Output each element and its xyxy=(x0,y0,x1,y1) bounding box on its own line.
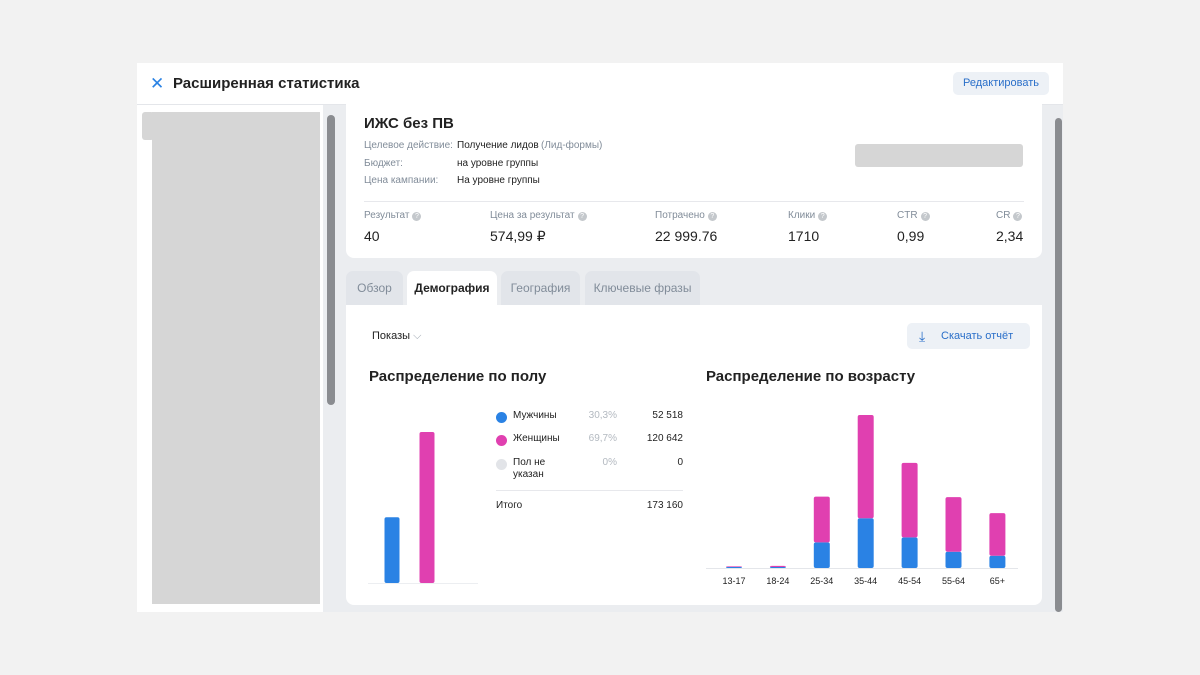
bar-segment xyxy=(726,566,742,568)
header: ✕ Расширенная статистика Редактировать xyxy=(137,63,1063,105)
legend-dot xyxy=(496,459,507,470)
metric-label: CR? xyxy=(996,210,1023,221)
stats-window: ✕ Расширенная статистика Редактировать И… xyxy=(137,63,1063,612)
bar xyxy=(384,517,400,583)
metric-value: 0,99 xyxy=(897,228,925,244)
metric-label: Клики? xyxy=(788,210,828,221)
detail-value: Получение лидов xyxy=(457,140,539,151)
x-tick-label: 18-24 xyxy=(766,576,789,586)
window-title: Расширенная статистика xyxy=(173,75,360,92)
help-icon[interactable]: ? xyxy=(818,212,828,221)
tab[interactable]: География xyxy=(501,271,580,305)
metric-value: 2,34 xyxy=(996,228,1024,244)
chart-title: Распределение по возрасту xyxy=(706,368,916,385)
metric-label: Потрачено? xyxy=(655,210,717,221)
x-tick-label: 13-17 xyxy=(722,576,745,586)
help-icon[interactable]: ? xyxy=(577,212,587,221)
detail-value: На уровне группы xyxy=(457,175,540,186)
detail-value: на уровне группы xyxy=(457,157,539,169)
metric-value: 1710 xyxy=(788,228,820,244)
bar-segment xyxy=(945,497,962,552)
bar xyxy=(419,432,435,583)
metric-label: Результат? xyxy=(364,210,422,221)
metric-value: 574,99 ₽ xyxy=(490,228,546,244)
placeholder xyxy=(855,144,1023,167)
detail-note: (Лид-формы) xyxy=(541,140,603,151)
bar-segment xyxy=(901,462,918,538)
help-icon[interactable]: ? xyxy=(1013,212,1023,221)
legend-label: Женщины xyxy=(513,433,560,444)
legend-dot xyxy=(496,412,507,423)
metric-label: CTR? xyxy=(897,210,930,221)
divider xyxy=(364,201,1024,202)
bar-segment xyxy=(989,513,1006,556)
legend-dot xyxy=(496,435,507,446)
bar-segment xyxy=(769,565,786,567)
divider xyxy=(496,490,683,491)
metric-select[interactable]: Показы ⌵ xyxy=(372,330,422,342)
download-label: Скачать отчёт xyxy=(941,330,1014,342)
help-icon[interactable]: ? xyxy=(707,212,717,221)
bar-segment xyxy=(989,555,1006,568)
value-label: 0 xyxy=(677,457,683,468)
bar-segment xyxy=(945,551,962,568)
download-button[interactable]: ⤓ Скачать отчёт xyxy=(907,323,1030,349)
bar-segment xyxy=(769,566,786,568)
x-tick-label: 55-64 xyxy=(942,576,965,586)
bar-segment xyxy=(813,496,830,543)
x-tick-label: 25-34 xyxy=(810,576,833,586)
total-value: 173 160 xyxy=(646,500,683,511)
bar-segment xyxy=(726,566,742,567)
edit-button[interactable]: Редактировать xyxy=(953,72,1049,95)
detail-label: Цена кампании: xyxy=(364,175,439,186)
campaign-name: ИЖС без ПВ xyxy=(364,115,454,132)
metric-select-label: Показы xyxy=(372,330,411,342)
close-icon[interactable]: ✕ xyxy=(150,74,165,93)
share-label: 30,3% xyxy=(588,410,617,421)
campaign-card: ИЖС без ПВ Целевое действие: Получение ли… xyxy=(346,97,1042,258)
detail-label: Целевое действие: xyxy=(364,140,453,151)
tab[interactable]: Демография xyxy=(407,271,497,307)
value-label: 52 518 xyxy=(652,410,683,421)
bar-segment xyxy=(857,518,874,568)
legend-label: Мужчины xyxy=(513,410,557,421)
x-tick-label: 65+ xyxy=(990,576,1005,586)
total-label: Итого xyxy=(496,500,523,511)
bar-segment xyxy=(813,542,830,568)
share-label: 69,7% xyxy=(588,433,617,444)
metric-value: 40 xyxy=(364,228,380,244)
bar-segment xyxy=(901,537,918,568)
x-tick-label: 35-44 xyxy=(854,576,877,586)
legend-label: Пол не указан xyxy=(513,457,546,480)
bar-segment xyxy=(857,415,874,519)
help-icon[interactable]: ? xyxy=(920,212,930,221)
share-label: 0% xyxy=(602,457,617,468)
tab[interactable]: Обзор xyxy=(346,271,403,305)
sidebar-item[interactable] xyxy=(142,112,154,140)
scrollbar[interactable] xyxy=(1055,118,1062,612)
tab[interactable]: Ключевые фразы xyxy=(585,271,700,305)
demography-panel: Показы ⌵ ⤓ Скачать отчёт Распределение п… xyxy=(346,305,1042,605)
detail-label: Бюджет: xyxy=(364,157,403,169)
help-icon[interactable]: ? xyxy=(412,212,422,221)
sidebar xyxy=(137,105,323,612)
metric-label: Цена за результат? xyxy=(490,210,587,221)
sidebar-placeholder xyxy=(152,112,320,604)
metric-value: 22 999.76 xyxy=(655,228,718,244)
x-tick-label: 45-54 xyxy=(898,576,921,586)
value-label: 120 642 xyxy=(646,433,683,444)
chart-title: Распределение по полу xyxy=(369,368,547,385)
scrollbar[interactable] xyxy=(327,115,335,405)
